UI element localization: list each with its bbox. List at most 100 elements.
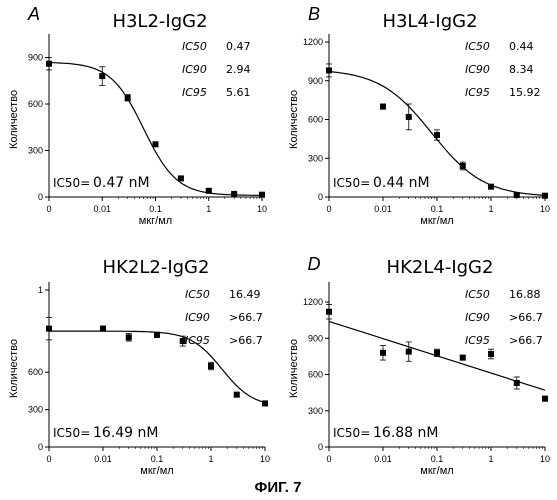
ic-table-label: IC50 bbox=[185, 288, 210, 301]
y-tick-label: 300 bbox=[28, 146, 43, 156]
chart-panel-2: BH3L4-IgG200.010.111003006009001200мкг/м… bbox=[288, 4, 550, 227]
data-point bbox=[206, 188, 212, 194]
y-tick-label: 0 bbox=[318, 192, 323, 202]
data-point bbox=[542, 396, 548, 402]
ic-table-value: 0.44 bbox=[509, 40, 534, 53]
y-tick-label: 300 bbox=[308, 406, 323, 416]
x-tick-label: 10 bbox=[540, 454, 550, 464]
y-tick-label: 600 bbox=[28, 367, 43, 377]
y-tick-label: 1200 bbox=[303, 37, 323, 47]
data-point bbox=[99, 73, 105, 79]
data-point bbox=[460, 355, 466, 361]
data-point bbox=[380, 350, 386, 356]
x-tick-label: 10 bbox=[540, 204, 550, 214]
y-axis-label: Количество bbox=[8, 90, 20, 149]
data-point bbox=[231, 191, 237, 197]
x-tick-label: 0.01 bbox=[374, 204, 392, 214]
y-tick-label: 0 bbox=[38, 192, 43, 202]
x-tick-label: 0 bbox=[46, 204, 51, 214]
chart-title: HK2L4-IgG2 bbox=[387, 257, 494, 278]
data-point bbox=[326, 309, 332, 315]
y-axis-label: Количество bbox=[288, 339, 300, 398]
data-point bbox=[262, 400, 268, 406]
x-tick-label: 10 bbox=[257, 204, 267, 214]
y-tick-label: 600 bbox=[28, 99, 43, 109]
data-point bbox=[380, 104, 386, 110]
data-point bbox=[178, 175, 184, 181]
ic-table-value: 15.92 bbox=[509, 86, 541, 99]
ic-table-label: IC50 bbox=[182, 40, 207, 53]
data-point bbox=[460, 163, 466, 169]
ic-table-label: IC95 bbox=[465, 334, 490, 347]
ic-table-value: >66.7 bbox=[229, 334, 263, 347]
ic50-annotation-label: IC50= bbox=[333, 176, 370, 190]
data-point bbox=[434, 350, 440, 356]
ic-table-value: 16.49 bbox=[229, 288, 261, 301]
y-tick-label: 600 bbox=[308, 370, 323, 380]
panel-letter: B bbox=[308, 4, 320, 24]
y-axis-label: Количество bbox=[8, 339, 20, 398]
ic50-annotation-label: IC50= bbox=[53, 176, 90, 190]
x-axis-label: мкг/мл bbox=[139, 215, 172, 227]
data-point bbox=[259, 192, 265, 198]
data-point bbox=[406, 349, 412, 355]
data-point bbox=[406, 114, 412, 120]
ic50-annotation-value: 16.49 nM bbox=[93, 425, 158, 441]
data-point bbox=[46, 61, 52, 67]
x-tick-label: 1 bbox=[208, 454, 213, 464]
x-tick-label: 0 bbox=[326, 204, 331, 214]
ic-table-label: IC90 bbox=[185, 311, 210, 324]
data-point bbox=[126, 334, 132, 340]
data-point bbox=[326, 67, 332, 73]
y-tick-label: 1 bbox=[38, 285, 43, 295]
y-tick-label: 0 bbox=[38, 442, 43, 452]
y-tick-label: 0 bbox=[318, 442, 323, 452]
data-point bbox=[234, 392, 240, 398]
data-point bbox=[514, 380, 520, 386]
x-axis-label: мкг/мл bbox=[140, 465, 173, 477]
panel-letter: D bbox=[308, 254, 321, 274]
ic-table-value: 16.88 bbox=[509, 288, 541, 301]
ic-table-label: IC50 bbox=[465, 40, 490, 53]
data-point bbox=[46, 326, 52, 332]
x-tick-label: 0.01 bbox=[93, 204, 111, 214]
figure-caption: ФИГ. 7 bbox=[255, 479, 302, 496]
ic-table-value: >66.7 bbox=[509, 334, 543, 347]
data-point bbox=[208, 363, 214, 369]
ic50-annotation-value: 0.44 nM bbox=[373, 175, 430, 191]
ic-table-value: >66.7 bbox=[229, 311, 263, 324]
y-tick-label: 900 bbox=[308, 333, 323, 343]
x-tick-label: 1 bbox=[488, 454, 493, 464]
x-tick-label: 0.1 bbox=[431, 454, 444, 464]
y-tick-label: 900 bbox=[308, 76, 323, 86]
x-tick-label: 0.1 bbox=[151, 454, 164, 464]
ic-table-value: 0.47 bbox=[226, 40, 251, 53]
y-tick-label: 300 bbox=[308, 153, 323, 163]
ic-table-label: IC95 bbox=[182, 86, 207, 99]
x-tick-label: 10 bbox=[260, 454, 270, 464]
data-point bbox=[542, 193, 548, 199]
chart-title: HK2L2-IgG2 bbox=[103, 257, 210, 278]
data-point bbox=[154, 332, 160, 338]
ic50-annotation-value: 16.88 nM bbox=[373, 425, 438, 441]
x-tick-label: 0.1 bbox=[431, 204, 444, 214]
x-tick-label: 0.01 bbox=[94, 454, 112, 464]
chart-title: H3L2-IgG2 bbox=[112, 11, 207, 32]
y-tick-label: 1200 bbox=[303, 297, 323, 307]
ic-table-label: IC90 bbox=[182, 63, 207, 76]
y-tick-label: 900 bbox=[28, 53, 43, 63]
y-axis-label: Количество bbox=[288, 90, 300, 149]
x-tick-label: 1 bbox=[488, 204, 493, 214]
data-point bbox=[514, 192, 520, 198]
x-axis-label: мкг/мл bbox=[420, 215, 453, 227]
ic-table-label: IC95 bbox=[465, 86, 490, 99]
panel-letter: A bbox=[27, 4, 40, 24]
data-point bbox=[153, 141, 159, 147]
ic-table-label: IC90 bbox=[465, 311, 490, 324]
x-tick-label: 1 bbox=[206, 204, 211, 214]
chart-panel-3: HK2L2-IgG200.010.111003006001мкг/млКолич… bbox=[8, 257, 270, 477]
x-tick-label: 0 bbox=[326, 454, 331, 464]
x-tick-label: 0 bbox=[46, 454, 51, 464]
ic-table-value: 8.34 bbox=[509, 63, 534, 76]
ic50-annotation-label: IC50= bbox=[53, 426, 90, 440]
